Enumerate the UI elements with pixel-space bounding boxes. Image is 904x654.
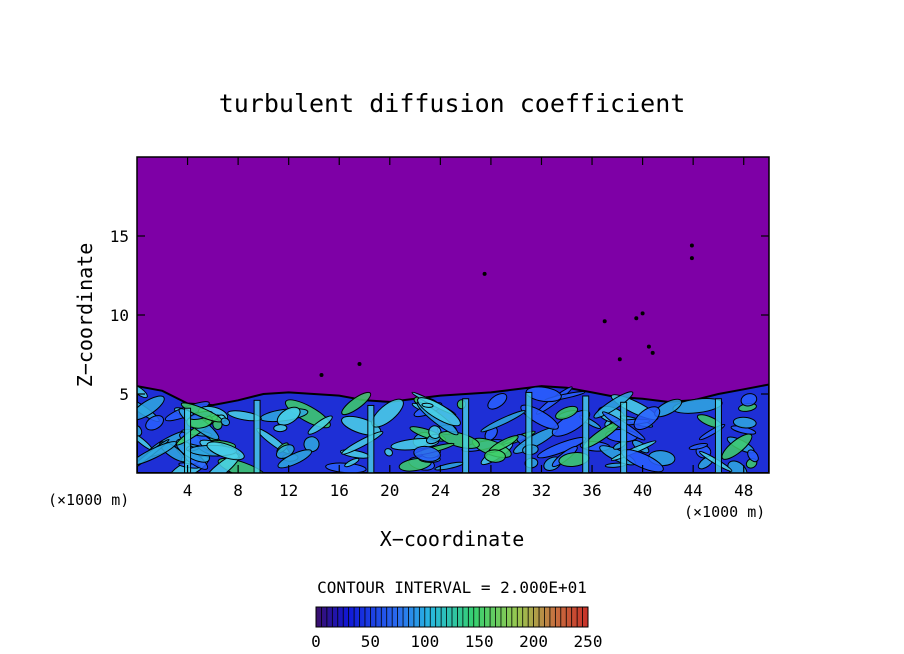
colorbar-ticks: 0 50 100 150 200 250 <box>311 632 602 651</box>
speckle <box>689 243 694 248</box>
colorbar-tick-label: 250 <box>574 632 603 651</box>
turbulent-eddy <box>428 425 442 439</box>
free-atmosphere-speckles <box>319 243 694 377</box>
x-tick-label: 40 <box>633 481 652 500</box>
thermal-plume <box>582 395 590 473</box>
turbulent-eddy <box>487 393 508 410</box>
turbulent-eddy <box>688 443 709 450</box>
turbulent-eddy <box>273 424 288 433</box>
speckle <box>640 311 645 316</box>
turbulent-eddy <box>277 449 313 469</box>
speckle <box>689 256 694 261</box>
turbulent-eddy <box>484 449 506 463</box>
x-tick-label: 44 <box>684 481 703 500</box>
contour-interval-label: CONTOUR INTERVAL = 2.000E+01 <box>317 578 587 597</box>
turbulent-eddy <box>732 416 757 429</box>
speckle <box>634 316 639 321</box>
turbulent-eddy <box>480 410 526 433</box>
x-tick-label: 36 <box>582 481 601 500</box>
turbulent-eddy <box>384 448 393 457</box>
x-axis-ticks: 4 8 12 16 20 24 28 32 36 40 44 48 <box>183 157 753 500</box>
thermal-plume <box>620 401 628 473</box>
turbulent-eddy <box>276 406 301 426</box>
chart-title: turbulent diffusion coefficient <box>219 89 686 118</box>
x-tick-label: 28 <box>481 481 500 500</box>
x-tick-label: 4 <box>183 481 193 500</box>
colorbar-tick-label: 50 <box>361 632 380 651</box>
turbulent-eddy <box>413 445 441 462</box>
speckle <box>650 350 655 355</box>
x-unit-label-right: (×1000 m) <box>684 503 765 521</box>
y-tick-label: 15 <box>110 227 129 246</box>
turbulent-structures <box>137 384 759 473</box>
plot-area <box>137 157 769 473</box>
speckle <box>602 319 607 324</box>
x-unit-label-left: (×1000 m) <box>48 491 129 509</box>
x-tick-label: 24 <box>431 481 450 500</box>
y-axis-label: Z−coordinate <box>73 243 97 388</box>
turbulent-eddy <box>341 391 372 416</box>
turbulent-eddy <box>633 406 661 430</box>
turbulent-eddy <box>721 433 753 460</box>
turbulent-eddy <box>344 457 360 468</box>
colorbar: 0 50 100 150 200 250 <box>311 606 602 651</box>
thermal-plume <box>184 407 192 473</box>
turbulent-eddy <box>727 460 748 473</box>
turbulent-eddy <box>307 415 333 435</box>
colorbar-tick-label: 200 <box>519 632 548 651</box>
turbulent-eddy <box>747 449 759 463</box>
turbulent-eddy <box>227 410 262 422</box>
speckle <box>319 373 324 377</box>
y-axis-ticks: 5 10 15 <box>110 227 769 404</box>
turbulent-eddy <box>220 417 231 427</box>
thermal-plume <box>367 404 375 473</box>
speckle <box>617 357 622 362</box>
turbulent-eddy <box>145 415 164 431</box>
colorbar-contour-lines <box>315 607 589 627</box>
x-tick-label: 32 <box>532 481 551 500</box>
turbulent-eddy <box>438 430 480 449</box>
x-tick-label: 20 <box>380 481 399 500</box>
colorbar-tick-label: 150 <box>465 632 494 651</box>
turbulent-eddy <box>137 395 165 421</box>
colorbar-tick-label: 100 <box>410 632 439 651</box>
x-tick-label: 12 <box>279 481 298 500</box>
turbulent-eddy <box>206 441 245 461</box>
y-tick-label: 5 <box>119 385 129 404</box>
speckle <box>482 271 487 276</box>
thermal-plume <box>525 391 533 473</box>
turbulent-eddy <box>421 402 434 408</box>
x-tick-label: 16 <box>330 481 349 500</box>
speckle <box>646 344 651 349</box>
x-tick-label: 8 <box>233 481 243 500</box>
turbulent-eddy <box>740 393 758 407</box>
colorbar-tick-label: 0 <box>311 632 321 651</box>
thermal-plume <box>253 399 261 473</box>
x-tick-label: 48 <box>734 481 753 500</box>
y-tick-label: 10 <box>110 306 129 325</box>
turbulent-eddy <box>555 405 579 420</box>
thermal-plume <box>462 398 470 473</box>
speckle <box>357 362 362 366</box>
turbulent-eddy <box>525 386 562 403</box>
thermal-plume <box>714 398 722 473</box>
x-axis-label: X−coordinate <box>380 527 525 551</box>
turbulent-eddy <box>137 441 177 466</box>
